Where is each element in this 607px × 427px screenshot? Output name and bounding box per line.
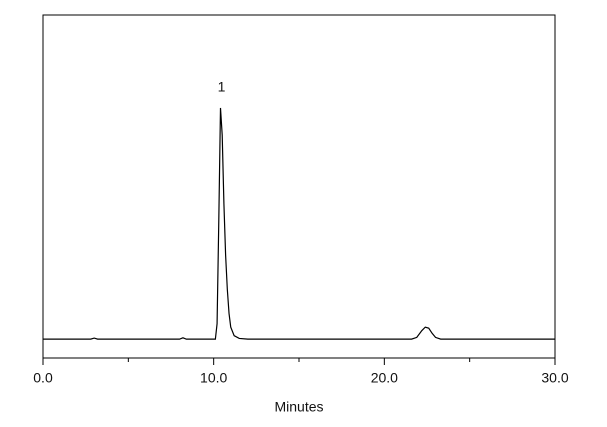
x-tick-label: 30.0: [541, 370, 568, 386]
peak-label: 1: [218, 79, 226, 95]
plot-frame: [42, 14, 556, 359]
x-tick-label: 0.0: [33, 370, 53, 386]
x-axis-label: Minutes: [274, 399, 323, 415]
x-tick-label: 10.0: [200, 370, 227, 386]
x-tick-label: 20.0: [371, 370, 398, 386]
chromatogram-line: [43, 107, 555, 340]
